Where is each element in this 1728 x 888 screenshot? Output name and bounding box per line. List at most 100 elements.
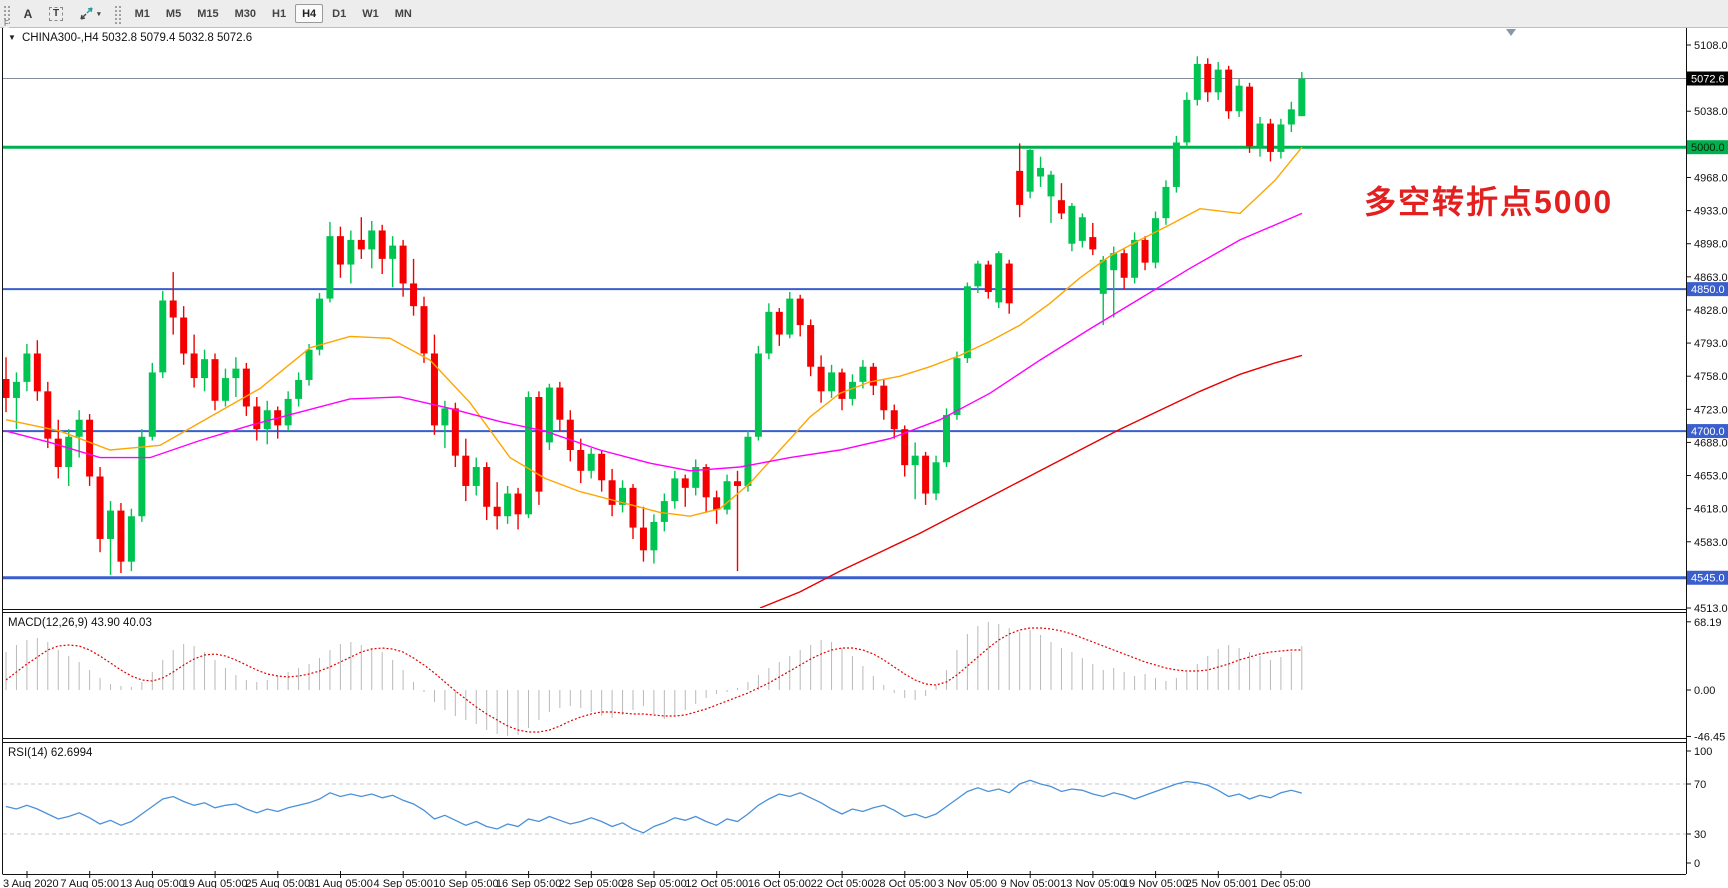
candle xyxy=(1026,150,1034,192)
timeframe-m15-button[interactable]: M15 xyxy=(190,4,225,23)
timeframe-h1-button[interactable]: H1 xyxy=(265,4,293,23)
candle xyxy=(169,300,177,318)
candle xyxy=(472,467,480,486)
candle xyxy=(75,419,83,437)
double-arrow-icon xyxy=(80,7,93,20)
price-axis-label: 4758.0 xyxy=(1694,371,1728,383)
chart-shift-marker-icon[interactable] xyxy=(1506,29,1516,36)
candle xyxy=(566,419,574,450)
candle xyxy=(12,381,20,398)
time-axis-label: 16 Oct 05:00 xyxy=(748,878,811,888)
toolbar-drag-handle[interactable]: F xyxy=(2,3,12,28)
text-box-tool-button[interactable]: T xyxy=(42,3,70,24)
candle xyxy=(901,429,909,466)
macd-label: MACD(12,26,9) 43.90 40.03 xyxy=(8,617,152,629)
candle xyxy=(880,385,888,411)
timeframe-mn-button[interactable]: MN xyxy=(388,4,419,23)
timeframe-h4-button[interactable]: H4 xyxy=(295,4,324,23)
candle xyxy=(525,397,532,515)
candle xyxy=(253,406,261,430)
price-axis-label: 4583.0 xyxy=(1694,537,1728,549)
candle xyxy=(284,398,292,426)
macd-axis-label: -46.45 xyxy=(1694,731,1725,743)
timeframe-m5-button[interactable]: M5 xyxy=(159,4,188,23)
candle xyxy=(451,408,459,456)
candle xyxy=(336,236,344,265)
time-axis-label: 3 Aug 2020 xyxy=(3,878,59,888)
candle xyxy=(775,311,783,335)
svg-text:5072.6: 5072.6 xyxy=(1691,73,1725,85)
candle xyxy=(963,286,971,359)
text-box-tool-label: T xyxy=(49,6,64,21)
time-axis-label: 25 Aug 05:00 xyxy=(245,878,310,888)
time-axis-label: 22 Oct 05:00 xyxy=(811,878,874,888)
candle xyxy=(65,436,73,468)
candle xyxy=(890,410,898,430)
candle xyxy=(754,353,762,437)
candle xyxy=(974,263,982,287)
price-axis[interactable]: 5108.0 5038.0 4968.0 4933.0 4898.0 4863.0 4828… xyxy=(1686,40,1728,615)
candle xyxy=(911,455,919,466)
candle xyxy=(1193,63,1201,100)
candle xyxy=(692,467,700,488)
timeframe-w1-button[interactable]: W1 xyxy=(355,4,386,23)
timeframe-m30-button[interactable]: M30 xyxy=(228,4,263,23)
rsi-panel: RSI(14) 62.6994 100 70 30 0 xyxy=(3,746,1712,870)
candle xyxy=(96,476,104,539)
time-axis-label: 13 Nov 05:00 xyxy=(1060,878,1125,888)
crosshair-arrows-tool-button[interactable]: ▾ xyxy=(72,3,108,24)
candle xyxy=(1078,217,1086,241)
candle xyxy=(1068,205,1076,244)
toolbar-separator-handle[interactable] xyxy=(112,3,123,24)
candle xyxy=(54,438,62,468)
candle xyxy=(493,506,501,517)
price-badge-4545.0: 4545.0 xyxy=(1687,570,1728,585)
chevron-down-icon: ▾ xyxy=(97,10,101,18)
time-axis-label: 22 Sep 05:00 xyxy=(559,878,624,888)
time-axis-label: 3 Nov 05:00 xyxy=(938,878,997,888)
candle xyxy=(650,521,658,551)
candle xyxy=(263,410,271,430)
candle xyxy=(744,436,752,486)
candle xyxy=(587,453,595,471)
candle xyxy=(734,481,741,486)
candle xyxy=(86,419,94,477)
candle xyxy=(389,245,397,259)
rsi-label: RSI(14) 62.6994 xyxy=(8,747,93,759)
price-axis-label: 4828.0 xyxy=(1694,305,1728,317)
candle xyxy=(44,391,52,439)
timeframe-d1-button[interactable]: D1 xyxy=(325,4,353,23)
price-axis-label: 4618.0 xyxy=(1694,504,1728,516)
candle xyxy=(828,372,836,392)
macd-panel: MACD(12,26,9) 43.90 40.03 68.19 0.00 -46… xyxy=(5,617,1725,743)
price-axis-label: 4898.0 xyxy=(1694,239,1728,251)
candle xyxy=(1214,69,1222,93)
candle xyxy=(1256,123,1264,147)
price-badge-5000.0: 5000.0 xyxy=(1687,140,1728,155)
timeframe-m1-button[interactable]: M1 xyxy=(128,4,157,23)
candle xyxy=(859,366,867,382)
candle xyxy=(211,359,219,401)
rsi-line xyxy=(5,779,1302,834)
chart-title-marker[interactable]: ▼ xyxy=(8,33,16,42)
candle xyxy=(1099,259,1107,294)
candle xyxy=(316,298,323,350)
candle xyxy=(504,493,512,517)
ma-slow-red-line xyxy=(759,354,1303,608)
price-axis-label: 4863.0 xyxy=(1694,272,1728,284)
candle xyxy=(807,325,815,367)
candle xyxy=(3,379,10,398)
candle xyxy=(932,462,940,494)
time-axis-label: 12 Oct 05:00 xyxy=(685,878,748,888)
time-axis-label: 9 Nov 05:00 xyxy=(1001,878,1060,888)
horizontal-lines xyxy=(3,77,1686,580)
candle xyxy=(127,516,135,562)
text-label-tool-button[interactable]: A xyxy=(16,3,40,24)
candle xyxy=(681,478,689,488)
price-axis-label: 4968.0 xyxy=(1694,172,1728,184)
candle xyxy=(441,408,449,426)
candle xyxy=(305,349,313,380)
candle xyxy=(535,397,543,492)
